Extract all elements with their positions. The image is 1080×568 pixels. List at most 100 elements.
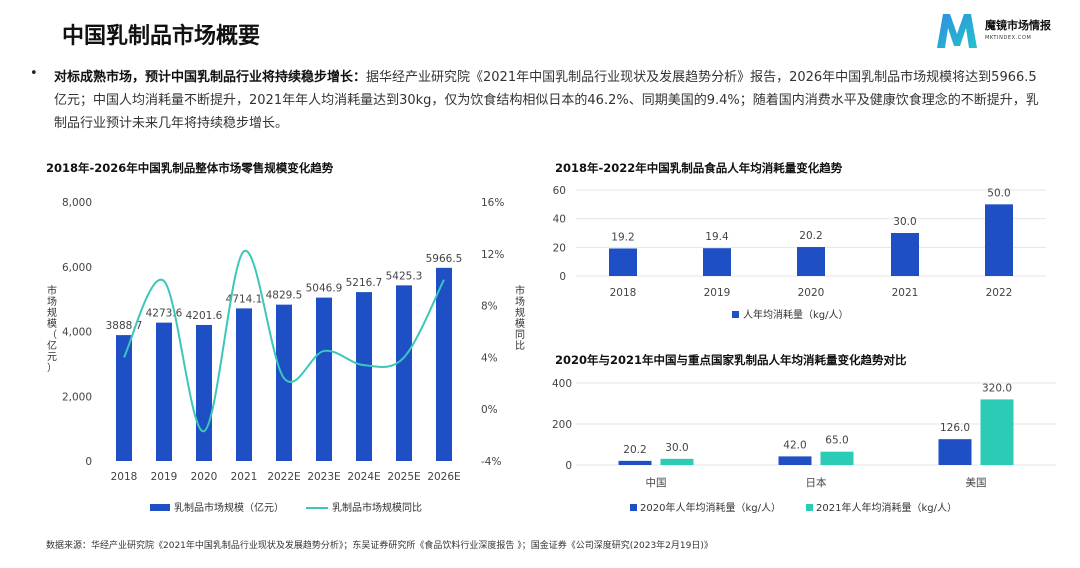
legend-label: 人年均消耗量（kg/人）: [743, 308, 849, 321]
y-axis-tick-label: 20: [553, 242, 566, 254]
right-axis-tick-label: -4%: [481, 456, 501, 468]
bar-market-size: [236, 308, 252, 461]
summary-body: 据华经产业研究院《2021年中国乳制品行业现状及发展趋势分析》报告，2026年中…: [54, 70, 1039, 131]
y-axis-tick-label: 60: [553, 185, 566, 197]
legend-bar-label: 乳制品市场规模（亿元）: [174, 501, 284, 514]
bar-market-size: [316, 297, 332, 461]
y-axis-tick-label: 40: [553, 214, 566, 226]
bar-2021: [660, 458, 694, 465]
bar-data-label: 42.0: [783, 439, 806, 451]
x-axis-tick-label: 2020: [798, 287, 825, 299]
bar-per-capita: [797, 247, 825, 276]
right-axis-title: 市场规模同比: [515, 284, 525, 352]
x-axis-tick-label: 2026E: [427, 471, 460, 483]
bar-data-label: 20.2: [623, 444, 646, 456]
x-axis-tick-label: 2021: [892, 287, 919, 299]
y-axis-tick-label: 400: [552, 378, 572, 390]
right-axis-tick-label: 8%: [481, 301, 498, 313]
bar-data-label: 4201.6: [186, 310, 223, 322]
left-axis-tick-label: 4,000: [62, 327, 92, 339]
bar-market-size: [436, 267, 452, 461]
bar-market-size: [116, 335, 132, 461]
bar-data-label: 126.0: [940, 422, 970, 434]
bullet-mark: •: [30, 66, 38, 81]
bar-data-label: 5966.5: [426, 253, 463, 265]
bar-data-label: 30.0: [893, 216, 916, 228]
x-axis-tick-label: 2024E: [347, 471, 380, 483]
bar-per-capita: [891, 233, 919, 276]
legend-line-label: 乳制品市场规模同比: [332, 501, 422, 514]
x-axis-tick-label: 2022E: [267, 471, 300, 483]
bar-2020: [938, 439, 972, 465]
logo-subtitle: MKTINDEX.COM: [985, 35, 1032, 41]
market-size-combo-chart: 0 2,000 4,000 6,000 8,000 -4% 0% 4% 8% 12% 16% 市场规模…: [47, 197, 525, 514]
bar-2020: [618, 460, 652, 465]
chart1-title: 2018年-2026年中国乳制品整体市场零售规模变化趋势: [46, 161, 334, 175]
bar-data-label: 19.4: [705, 231, 729, 243]
right-axis-tick-label: 12%: [481, 249, 504, 261]
x-axis-tick-label: 中国: [646, 476, 667, 489]
bar-per-capita: [609, 248, 637, 276]
bar-2020: [778, 456, 812, 465]
chart2-title: 2018年-2022年中国乳制品食品人年均消耗量变化趋势: [555, 161, 843, 175]
x-axis-tick-label: 美国: [966, 476, 987, 489]
bar-per-capita: [985, 204, 1013, 276]
bar-market-size: [156, 322, 172, 461]
y-axis-tick-label: 0: [565, 460, 572, 472]
bar-2021: [980, 399, 1014, 465]
x-axis-tick-label: 2018: [111, 471, 138, 483]
bar-data-label: 4273.6: [146, 308, 183, 320]
bar-data-label: 3888.7: [106, 320, 143, 332]
bar-data-label: 19.2: [611, 231, 634, 243]
bar-data-label: 320.0: [982, 382, 1012, 394]
bar-2021: [820, 451, 854, 465]
bar-data-label: 5216.7: [346, 277, 383, 289]
legend-swatch: [732, 311, 739, 318]
right-axis-tick-label: 4%: [481, 352, 498, 364]
logo-name: 魔镜市场情报: [985, 19, 1051, 32]
legend-bar-swatch: [150, 504, 170, 511]
bar-data-label: 30.0: [665, 442, 688, 454]
left-axis-tick-label: 2,000: [62, 391, 92, 403]
left-axis-tick-label: 8,000: [62, 197, 92, 209]
summary-lead: 对标成熟市场，预计中国乳制品行业将持续稳步增长：: [54, 70, 367, 85]
legend-label-2020: 2020年人年均消耗量（kg/人）: [640, 501, 781, 514]
x-axis-tick-label: 2018: [610, 287, 637, 299]
x-axis-tick-label: 2025E: [387, 471, 420, 483]
legend-label-2021: 2021年人年均消耗量（kg/人）: [816, 501, 957, 514]
per-capita-bar-chart: 0 20 40 60 19.2 19.4 20.2 30.0 50.0 2018 2019 2020 2…: [553, 185, 1046, 321]
x-axis-tick-label: 2023E: [307, 471, 340, 483]
y-axis-tick-label: 200: [552, 419, 572, 431]
left-axis-tick-label: 6,000: [62, 262, 92, 274]
x-axis-tick-label: 2021: [231, 471, 258, 483]
bar-data-label: 5046.9: [306, 283, 343, 295]
chart3-title: 2020年与2021年中国与重点国家乳制品人年均消耗量变化趋势对比: [555, 353, 907, 367]
x-axis-tick-label: 2020: [191, 471, 218, 483]
bar-data-label: 20.2: [799, 230, 822, 242]
bar-per-capita: [703, 248, 731, 276]
left-axis-title: 市场规模（亿元）: [47, 284, 57, 374]
bar-market-size: [396, 285, 412, 461]
x-axis-tick-label: 2022: [986, 287, 1013, 299]
y-axis-tick-label: 0: [559, 271, 566, 283]
brand-logo: 魔镜市场情报 MKTINDEX.COM: [934, 12, 1074, 52]
bar-data-label: 4714.1: [226, 293, 263, 305]
left-axis-tick-label: 0: [85, 456, 92, 468]
bar-data-label: 5425.3: [386, 270, 423, 282]
right-axis-tick-label: 16%: [481, 197, 504, 209]
line-market-yoy: [123, 250, 445, 433]
right-axis-tick-label: 0%: [481, 404, 498, 416]
bar-market-size: [196, 324, 212, 461]
legend-swatch-2021: [806, 504, 813, 511]
bar-market-size: [276, 304, 292, 461]
x-axis-tick-label: 日本: [806, 476, 827, 489]
bar-data-label: 50.0: [987, 187, 1010, 199]
legend-swatch-2020: [630, 504, 637, 511]
bar-data-label: 4829.5: [266, 290, 303, 302]
bar-market-size: [356, 292, 372, 461]
logo-m-icon: [937, 14, 977, 48]
x-axis-tick-label: 2019: [151, 471, 178, 483]
data-source-note: 数据来源：华经产业研究院《2021年中国乳制品行业现状及发展趋势分析》；东吴证券…: [46, 541, 713, 551]
x-axis-tick-label: 2019: [704, 287, 731, 299]
bar-data-label: 65.0: [825, 435, 848, 447]
